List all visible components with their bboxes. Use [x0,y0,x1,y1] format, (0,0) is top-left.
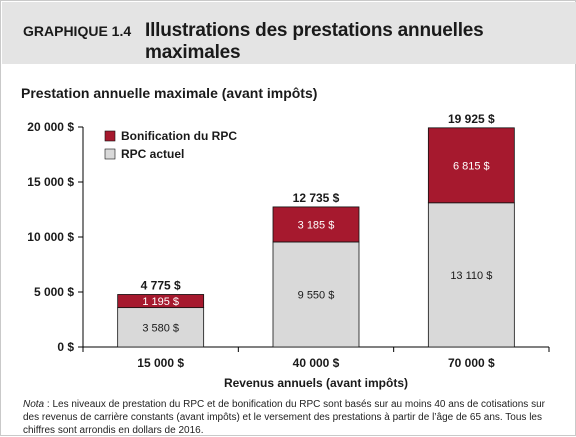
title-banner [2,2,576,64]
legend-label: RPC actuel [121,147,184,161]
note-label: Nota [23,399,45,410]
x-axis-title: Revenus annuels (avant impôts) [224,376,408,390]
bar-rpc-actuel [272,241,360,348]
bar-bonification [427,127,515,204]
figure-title: Illustrations des prestations annuelles … [145,20,484,63]
chart-note: Nota : Les niveaux de prestation du RPC … [23,398,563,437]
segment-value-label: 3 185 $ [298,219,335,231]
segment-value-label: 6 815 $ [453,160,490,172]
legend-swatch [104,148,116,160]
x-tick-label: 40 000 $ [293,356,340,370]
total-value-label: 12 735 $ [293,191,340,205]
y-tick-label: 15 000 $ [27,175,74,189]
total-value-label: 19 925 $ [448,112,495,126]
y-tick-label: 5 000 $ [34,285,74,299]
x-tick-label: 70 000 $ [448,356,495,370]
segment-value-label: 1 195 $ [142,296,179,308]
legend-swatch [104,130,116,142]
segment-value-label: 3 580 $ [142,322,179,334]
y-tick-label: 10 000 $ [27,230,74,244]
bar-bonification [272,206,360,243]
segment-value-label: 9 550 $ [298,289,335,301]
chart-title: Prestation annuelle maximale (avant impô… [21,85,318,101]
figure-label: GRAPHIQUE 1.4 [23,23,132,39]
y-tick-label: 20 000 $ [27,120,74,134]
legend-label: Bonification du RPC [121,129,237,143]
total-value-label: 4 775 $ [141,278,181,292]
segment-value-label: 13 110 $ [450,270,492,282]
y-tick-label: 0 $ [57,340,74,354]
bar-rpc-actuel [427,202,515,348]
note-text: : Les niveaux de prestation du RPC et de… [23,399,545,436]
bar-bonification [117,294,205,309]
x-tick-label: 15 000 $ [137,356,184,370]
